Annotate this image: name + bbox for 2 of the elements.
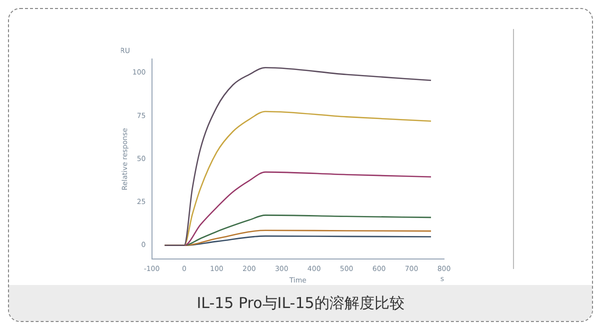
- line-series: [164, 66, 432, 246]
- text: IL-15 Pro与IL-15的溶解度比较: [9, 285, 592, 321]
